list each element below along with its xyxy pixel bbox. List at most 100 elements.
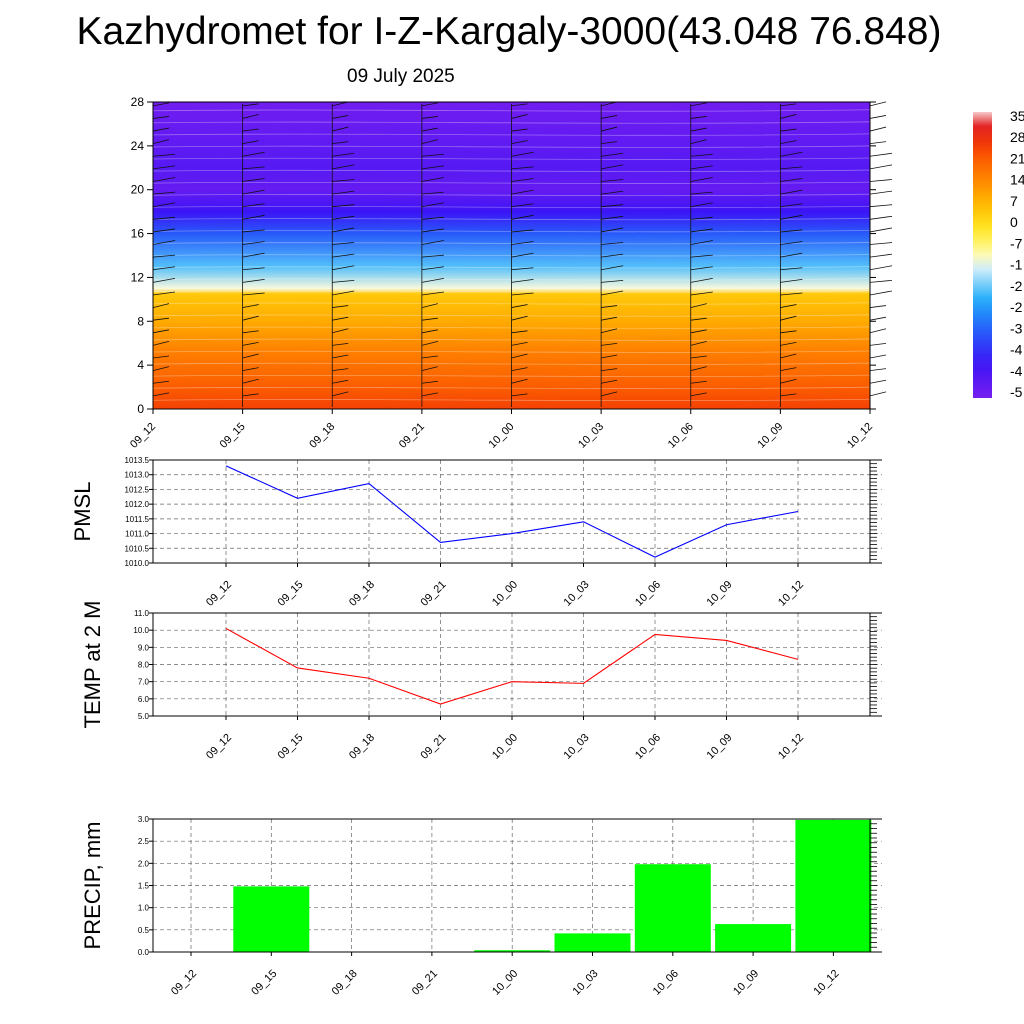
wind-barb bbox=[511, 330, 528, 334]
wind-barb bbox=[511, 292, 534, 296]
x-tick-label: 10_03 bbox=[562, 732, 592, 762]
wind-barb bbox=[332, 305, 349, 308]
wind-barb bbox=[332, 204, 355, 208]
wind-barb bbox=[332, 391, 349, 397]
wind-barb bbox=[421, 202, 444, 208]
x-tick-label: 10_06 bbox=[633, 732, 663, 762]
contour-line bbox=[152, 326, 871, 329]
y-axis-label: PMSL bbox=[70, 482, 95, 542]
wind-barb bbox=[780, 140, 797, 145]
colorbar-label: 7 bbox=[1010, 193, 1018, 209]
wind-barb bbox=[690, 341, 707, 346]
y-tick-label: 1010.0 bbox=[125, 559, 150, 568]
wind-barb bbox=[869, 265, 893, 271]
wind-barb bbox=[332, 253, 355, 258]
y-tick-label: 0 bbox=[137, 402, 144, 416]
contour-line bbox=[152, 290, 871, 293]
wind-barb bbox=[601, 164, 624, 170]
y-tick-label: 6.0 bbox=[138, 695, 150, 704]
wind-barb bbox=[869, 126, 887, 132]
wind-barb bbox=[690, 191, 713, 195]
wind-barb bbox=[780, 393, 797, 397]
wind-barb bbox=[242, 178, 265, 182]
y-tick-label: 9.0 bbox=[138, 643, 150, 652]
temp-chart: 5.0 6.0 7.0 8.0 9.0 10.0 11.0 09_12 09_15 09_18 09… bbox=[80, 601, 882, 762]
wind-barb bbox=[152, 317, 170, 321]
contour-lines bbox=[152, 109, 871, 402]
contour-line bbox=[152, 217, 871, 221]
wind-barb bbox=[511, 103, 528, 107]
wind-barb bbox=[421, 266, 444, 271]
wind-barb bbox=[869, 164, 893, 170]
wind-barbs bbox=[152, 101, 893, 407]
wind-barb bbox=[152, 228, 176, 233]
wind-barb bbox=[780, 214, 803, 220]
wind-barb bbox=[242, 393, 259, 397]
wind-barb bbox=[511, 178, 534, 182]
wind-barb bbox=[690, 317, 707, 321]
wind-barb bbox=[421, 366, 438, 372]
contour-line bbox=[152, 169, 871, 172]
y-axis-label: TEMP at 2 M bbox=[80, 601, 105, 729]
wind-barb bbox=[690, 240, 713, 245]
precip-bar bbox=[715, 924, 792, 952]
y-tick-label: 20 bbox=[131, 183, 145, 197]
wind-barb bbox=[601, 379, 618, 384]
wind-barb bbox=[780, 151, 803, 157]
wind-barb bbox=[242, 140, 259, 145]
x-tick-label: 09_21 bbox=[397, 421, 427, 451]
contour-line bbox=[152, 109, 871, 112]
wind-barb bbox=[421, 191, 444, 195]
x-tick-label: 10_03 bbox=[562, 579, 592, 609]
wind-barb bbox=[242, 229, 265, 233]
contour-line bbox=[152, 157, 871, 160]
x-tick-label: 09_21 bbox=[419, 732, 449, 762]
wind-barb bbox=[332, 164, 355, 170]
date-subtitle: 09 July 2025 bbox=[347, 66, 455, 87]
wind-barb bbox=[601, 305, 618, 308]
wind-barb bbox=[242, 114, 259, 119]
y-tick-label: 1012.5 bbox=[125, 485, 150, 494]
wind-barb bbox=[780, 128, 797, 132]
wind-barb bbox=[421, 303, 438, 308]
wind-barb bbox=[242, 353, 259, 359]
wind-barb bbox=[690, 139, 707, 145]
x-tick-label: 09_18 bbox=[307, 421, 337, 451]
x-tick-label: 10_09 bbox=[705, 732, 735, 762]
precip-bar bbox=[474, 950, 551, 952]
wind-barb bbox=[690, 216, 713, 220]
wind-barb bbox=[869, 227, 893, 233]
temp-line bbox=[225, 627, 799, 705]
wind-barb bbox=[511, 378, 528, 384]
wind-barb bbox=[511, 114, 528, 119]
wind-barb bbox=[601, 126, 618, 132]
wind-barb bbox=[511, 342, 528, 346]
wind-barb bbox=[690, 392, 707, 397]
wind-barb bbox=[869, 354, 887, 359]
y-tick-label: 1013.5 bbox=[125, 456, 150, 465]
wind-barb bbox=[601, 141, 618, 145]
wind-barb bbox=[332, 354, 349, 359]
page-title: Kazhydromet for I-Z-Kargaly-3000(43.048 … bbox=[76, 10, 942, 53]
colorbar-label: -4 bbox=[1010, 363, 1023, 379]
wind-barb bbox=[869, 279, 893, 283]
wind-barb bbox=[242, 128, 259, 132]
wind-barb bbox=[601, 279, 624, 283]
x-tick-label: 09_18 bbox=[347, 579, 377, 609]
x-tick-label: 09_15 bbox=[276, 732, 306, 762]
wind-barb bbox=[690, 202, 713, 208]
wind-barb bbox=[780, 378, 797, 384]
wind-barb bbox=[421, 392, 438, 397]
wind-barb bbox=[601, 253, 624, 258]
wind-barb bbox=[332, 265, 355, 271]
wind-barb bbox=[511, 189, 534, 195]
wind-barb bbox=[421, 329, 438, 334]
x-tick-label: 10_09 bbox=[705, 579, 735, 609]
wind-barb bbox=[421, 380, 438, 384]
wind-barb bbox=[690, 116, 707, 119]
wind-barb bbox=[332, 115, 349, 119]
y-tick-label: 1010.5 bbox=[125, 544, 150, 553]
wind-barb bbox=[780, 367, 797, 372]
wind-barb bbox=[421, 177, 444, 182]
x-tick-label: 10_09 bbox=[731, 968, 761, 998]
